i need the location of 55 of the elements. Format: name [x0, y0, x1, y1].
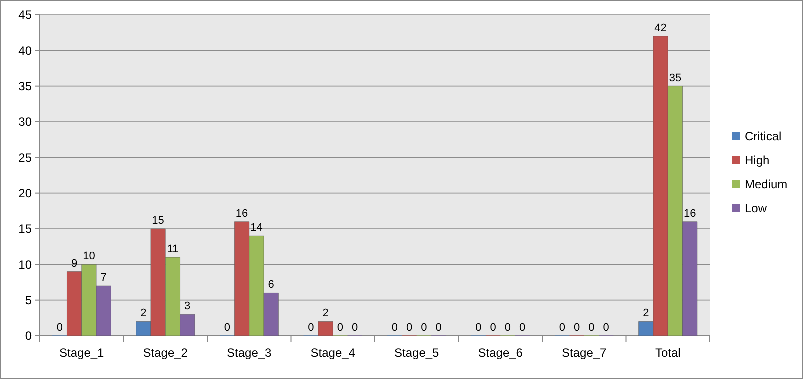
data-label: 0 [574, 322, 580, 334]
data-label: 0 [588, 322, 595, 334]
bar [318, 322, 334, 336]
data-label: 0 [308, 322, 314, 334]
data-label: 15 [152, 215, 164, 227]
data-label: 0 [337, 322, 344, 334]
y-tick-label: 40 [18, 44, 32, 58]
data-label: 7 [100, 272, 107, 284]
y-tick-label: 0 [25, 329, 32, 344]
data-label: 16 [236, 208, 248, 220]
data-label: 0 [436, 322, 442, 334]
data-label: 0 [520, 322, 526, 334]
data-label: 0 [224, 322, 230, 334]
y-tick-label: 35 [18, 80, 32, 94]
data-label: 0 [476, 322, 482, 334]
y-tick-label: 5 [25, 294, 32, 308]
data-label: 6 [268, 279, 274, 292]
data-label: 0 [603, 322, 610, 334]
data-label: 0 [406, 322, 413, 334]
data-label: 10 [83, 250, 96, 263]
data-label: 0 [56, 322, 63, 334]
data-label: 0 [352, 322, 358, 334]
y-tick-label: 20 [18, 186, 32, 201]
y-tick-label: 10 [18, 258, 32, 272]
x-tick-label: Stage_5 [394, 346, 440, 360]
y-tick-label: 15 [18, 222, 32, 236]
data-label: 0 [421, 322, 428, 334]
x-tick-label: Stage_7 [562, 346, 608, 360]
data-label: 0 [504, 322, 512, 334]
data-label: 3 [184, 300, 191, 313]
data-label: 2 [322, 308, 329, 320]
x-tick-label: Stage_1 [60, 346, 105, 360]
legend-label: High [745, 154, 770, 168]
legend-label: Medium [745, 178, 788, 192]
data-label: 2 [140, 308, 147, 320]
x-tick-label: Stage_6 [478, 346, 524, 360]
data-label: 0 [559, 322, 566, 334]
data-label: 0 [392, 322, 398, 334]
x-tick-label: Stage_2 [143, 346, 188, 360]
legend-label: Low [745, 202, 768, 216]
x-tick-label: Stage_3 [227, 346, 272, 360]
x-tick-label: Stage_4 [310, 346, 356, 360]
data-label: 16 [684, 208, 696, 220]
x-tick-label: Total [655, 346, 681, 360]
legend-label: Critical [745, 130, 782, 144]
y-tick-label: 25 [18, 150, 32, 165]
data-label: 35 [669, 72, 682, 84]
y-tick-label: 45 [18, 8, 32, 22]
y-tick-label: 30 [18, 115, 32, 130]
data-label: 42 [654, 22, 667, 34]
data-label: 0 [490, 322, 496, 334]
data-label: 14 [250, 222, 263, 234]
data-label: 9 [71, 258, 78, 270]
data-label: 11 [167, 244, 179, 256]
data-label: 2 [643, 308, 650, 320]
